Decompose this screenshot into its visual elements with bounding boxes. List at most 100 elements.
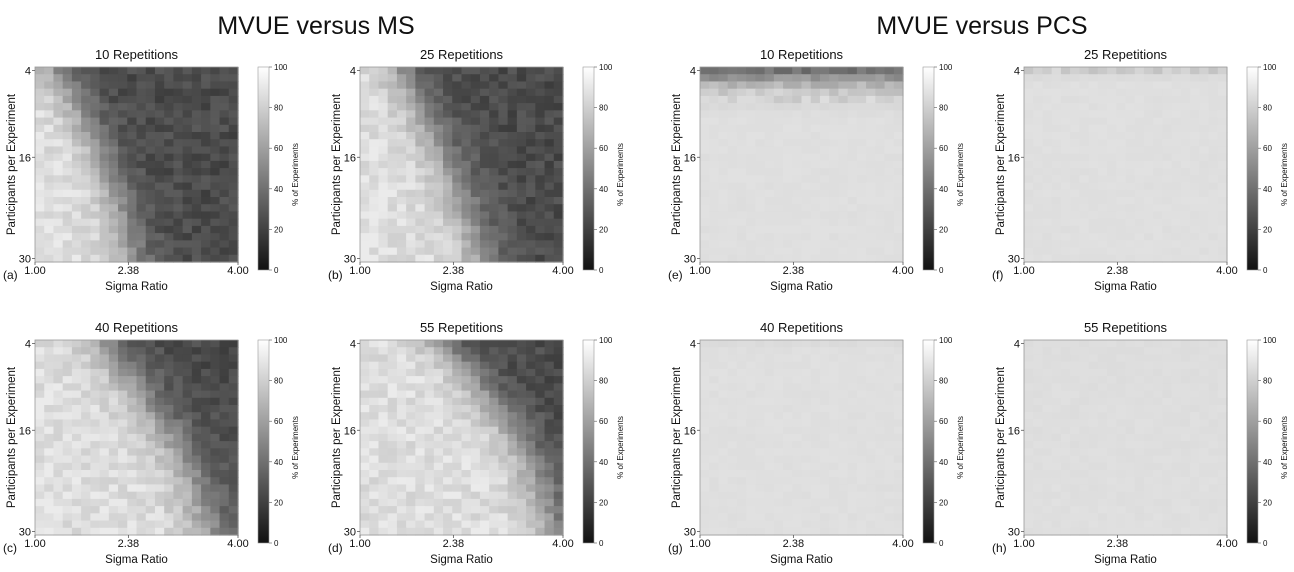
- heatmap-cell: [452, 383, 463, 392]
- heatmap-cell: [498, 426, 509, 435]
- heatmap-cell: [182, 397, 193, 406]
- heatmap-cell: [182, 153, 193, 162]
- heatmap-cell: [228, 254, 239, 263]
- heatmap-cell: [1134, 462, 1145, 471]
- heatmap-cell: [718, 132, 729, 140]
- heatmap-cell: [191, 247, 202, 256]
- heatmap-cell: [856, 175, 867, 184]
- heatmap-cell: [1134, 139, 1145, 148]
- heatmap-cell: [424, 527, 435, 536]
- heatmap-cell: [1180, 433, 1191, 442]
- plot-frame: [359, 339, 564, 536]
- heatmap-cell: [1033, 204, 1044, 213]
- heatmap-cell: [228, 67, 239, 75]
- heatmap-cell: [838, 247, 849, 256]
- heatmap-cell: [53, 426, 64, 435]
- heatmap-cell: [90, 498, 101, 507]
- heatmap-cell: [108, 448, 119, 457]
- heatmap-cell: [461, 455, 472, 464]
- heatmap-cell: [1208, 95, 1219, 104]
- heatmap-cell: [145, 211, 156, 220]
- heatmap-cell: [201, 484, 211, 493]
- heatmap-cell: [1070, 368, 1080, 377]
- heatmap-cell: [1143, 340, 1154, 348]
- heatmap-cell: [498, 419, 509, 428]
- heatmap-cell: [191, 347, 202, 356]
- heatmap-cell: [396, 74, 407, 83]
- heatmap-cell: [526, 506, 536, 514]
- heatmap-cell: [489, 340, 500, 348]
- heatmap-cell: [424, 103, 435, 111]
- heatmap-cell: [783, 397, 793, 406]
- heatmap-cell: [35, 146, 45, 155]
- heatmap-cell: [727, 233, 738, 241]
- heatmap-cell: [1180, 441, 1191, 449]
- heatmap-cell: [387, 484, 398, 493]
- heatmap-cell: [764, 470, 775, 478]
- heatmap-cell: [108, 527, 119, 536]
- heatmap-cell: [127, 347, 138, 356]
- heatmap-cell: [755, 462, 766, 471]
- heatmap-cell: [489, 376, 500, 384]
- heatmap-cell: [1134, 361, 1145, 370]
- heatmap-cell: [1153, 441, 1164, 449]
- heatmap-cell: [378, 397, 389, 406]
- heatmap-cell: [1125, 441, 1136, 449]
- heatmap-cell: [507, 189, 518, 198]
- heatmap-cell: [1180, 498, 1191, 507]
- heatmap-cell: [1024, 88, 1034, 97]
- heatmap-cell: [1125, 498, 1136, 507]
- heatmap-cell: [164, 405, 175, 413]
- heatmap-cell: [387, 247, 398, 256]
- heatmap-cell: [746, 426, 756, 435]
- heatmap-cell: [1116, 520, 1127, 529]
- heatmap-cell: [228, 527, 239, 536]
- heatmap-cell: [755, 233, 766, 241]
- heatmap-cell: [108, 81, 119, 90]
- heatmap-cell: [378, 441, 389, 449]
- heatmap-cell: [764, 110, 775, 119]
- heatmap-cell: [498, 247, 509, 256]
- heatmap-cell: [507, 513, 518, 522]
- heatmap-cell: [819, 426, 830, 435]
- heatmap-cell: [507, 448, 518, 457]
- heatmap-cell: [136, 67, 147, 75]
- heatmap-cell: [773, 88, 784, 97]
- heatmap-cell: [1116, 368, 1127, 377]
- heatmap-cell: [173, 419, 184, 428]
- heatmap-cell: [1143, 204, 1154, 213]
- heatmap-cell: [498, 376, 509, 384]
- heatmap-cell: [718, 433, 729, 442]
- heatmap-cell: [1051, 376, 1062, 384]
- heatmap-cell: [1125, 419, 1136, 428]
- heatmap-cell: [709, 376, 720, 384]
- heatmap-cell: [360, 110, 370, 119]
- heatmap-cell: [81, 513, 91, 522]
- heatmap-cell: [424, 513, 435, 522]
- heatmap-cell: [424, 74, 435, 83]
- heatmap-cell: [479, 197, 490, 205]
- heatmap-cell: [53, 204, 64, 213]
- heatmap-cell: [415, 74, 426, 83]
- heatmap-cell: [746, 240, 756, 249]
- heatmap-cell: [718, 146, 729, 155]
- heatmap-cell: [507, 340, 518, 348]
- heatmap-cell: [1171, 405, 1182, 413]
- heatmap-cell: [819, 88, 830, 97]
- heatmap-cell: [1097, 168, 1108, 176]
- heatmap-cell: [709, 455, 720, 464]
- heatmap-cell: [819, 189, 830, 198]
- heatmap-cell: [219, 368, 230, 377]
- heatmap-cell: [516, 354, 527, 363]
- heatmap-cell: [1051, 527, 1062, 536]
- heatmap-cell: [127, 218, 138, 227]
- heatmap-cell: [424, 376, 435, 384]
- heatmap-cell: [1208, 397, 1219, 406]
- heatmap-cell: [819, 484, 830, 493]
- heatmap-cell: [709, 95, 720, 104]
- heatmap-cell: [1079, 124, 1090, 133]
- heatmap-cell: [1162, 204, 1173, 213]
- heatmap-cell: [1097, 153, 1108, 162]
- heatmap-cell: [99, 433, 110, 442]
- heatmap-cell: [755, 110, 766, 119]
